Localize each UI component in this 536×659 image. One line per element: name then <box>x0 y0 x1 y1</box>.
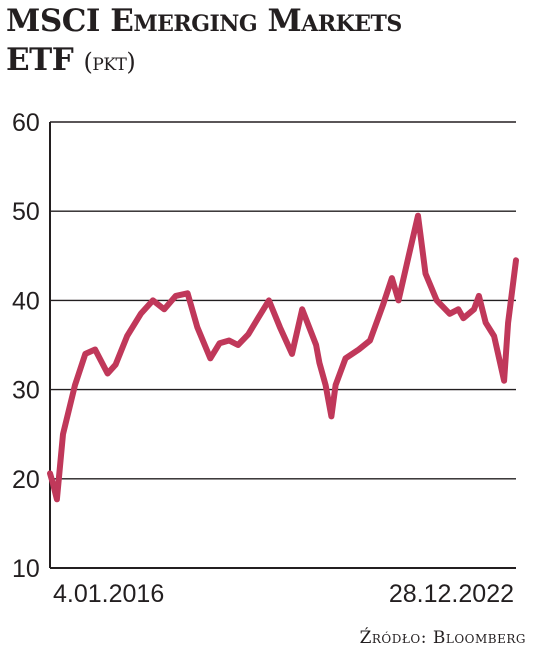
title-part-etf: ETF <box>6 42 74 78</box>
x-tick-label: 28.12.2022 <box>389 580 514 608</box>
y-tick-label: 10 <box>12 555 40 583</box>
title-line-1: MSCI Emerging Markets <box>6 2 532 41</box>
source-note: Źródło: Bloomberg <box>359 628 526 648</box>
title-part-msci: MSCI <box>6 3 100 39</box>
y-tick-label: 30 <box>12 377 40 405</box>
y-tick-labels: 10 20 30 40 50 60 <box>12 109 40 583</box>
x-tick-labels: 4.01.2016 28.12.2022 <box>53 580 514 608</box>
gridlines <box>49 121 516 569</box>
y-tick-label: 40 <box>12 287 40 315</box>
y-tick-label: 60 <box>12 109 40 137</box>
unit-label: (pkt) <box>83 48 136 76</box>
y-tick-label: 50 <box>12 198 40 226</box>
series-line-0 <box>47 212 519 503</box>
title-line-2: ETF (pkt) <box>6 41 532 82</box>
x-tick-label: 4.01.2016 <box>53 580 164 608</box>
chart-title: MSCI Emerging Markets ETF (pkt) <box>6 2 532 82</box>
y-tick-label: 20 <box>12 466 40 494</box>
series-group <box>47 212 519 503</box>
title-part-emerging-markets: Emerging Markets <box>110 3 402 39</box>
